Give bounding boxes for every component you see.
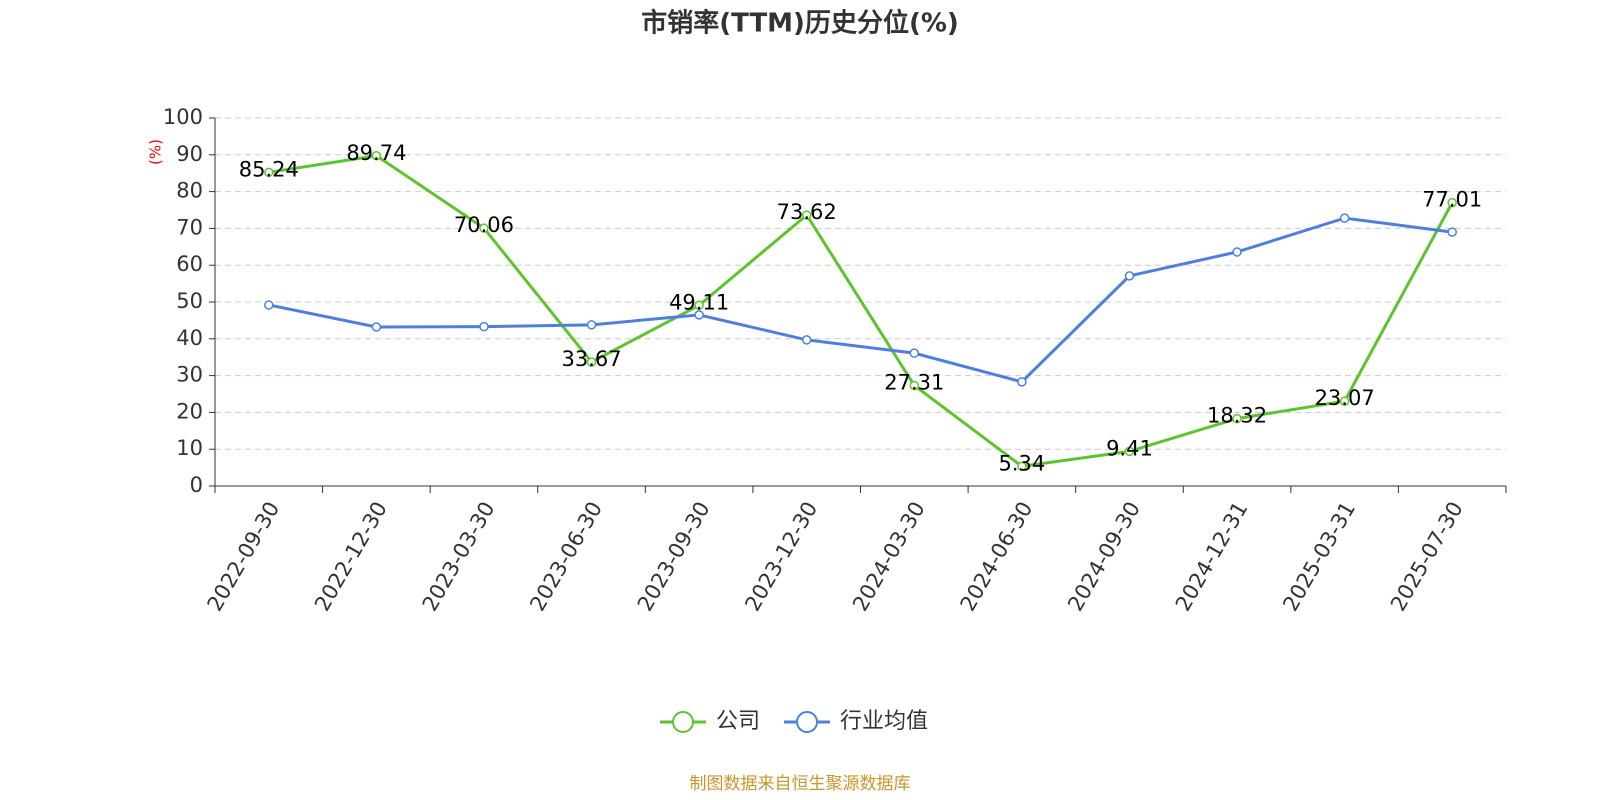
data-point bbox=[694, 300, 704, 311]
data-label: 89.74 bbox=[346, 141, 406, 165]
data-point bbox=[1232, 413, 1242, 424]
data-label: 9.41 bbox=[1106, 436, 1153, 460]
data-point bbox=[1017, 461, 1027, 472]
data-point bbox=[801, 335, 812, 345]
data-point bbox=[1339, 213, 1350, 223]
data-point bbox=[1447, 197, 1457, 208]
x-tick-label: 2025-07-30 bbox=[1386, 498, 1468, 616]
x-tick-label: 2023-03-30 bbox=[418, 498, 500, 616]
data-label: 27.31 bbox=[884, 370, 944, 394]
data-point bbox=[371, 322, 382, 332]
y-tick-label: 0 bbox=[190, 473, 203, 497]
data-point bbox=[694, 310, 704, 320]
series-line bbox=[268, 216, 1453, 384]
x-tick-label: 2025-03-31 bbox=[1278, 498, 1360, 616]
data-point bbox=[909, 380, 920, 391]
data-point bbox=[264, 300, 274, 310]
series-line bbox=[268, 154, 1454, 468]
data-point bbox=[371, 151, 382, 161]
data-label: 18.32 bbox=[1207, 404, 1267, 428]
y-tick-label: 20 bbox=[176, 399, 203, 423]
x-tick-label: 2023-06-30 bbox=[525, 498, 607, 616]
x-tick-label: 2023-12-30 bbox=[740, 498, 822, 616]
y-tick-label: 60 bbox=[176, 252, 203, 276]
data-label: 73.62 bbox=[777, 200, 837, 224]
data-point bbox=[586, 320, 597, 330]
legend-marker bbox=[672, 711, 694, 733]
source-note: 制图数据来自恒生聚源数据库 bbox=[690, 774, 911, 794]
data-label: 23.07 bbox=[1315, 386, 1375, 410]
data-label: 49.11 bbox=[669, 290, 729, 314]
data-point bbox=[479, 321, 489, 332]
y-tick-label: 80 bbox=[176, 179, 203, 203]
legend-label: 行业均值 bbox=[840, 709, 928, 734]
data-point bbox=[1124, 446, 1135, 457]
x-tick-label: 2024-06-30 bbox=[956, 498, 1038, 616]
data-label: 85.24 bbox=[239, 157, 299, 181]
x-tick-label: 2024-12-31 bbox=[1171, 498, 1253, 616]
y-tick-label: 100 bbox=[163, 105, 203, 129]
x-tick-label: 2023-09-30 bbox=[633, 498, 715, 616]
data-label: 33.67 bbox=[561, 347, 621, 371]
legend-marker bbox=[796, 711, 819, 733]
data-point bbox=[1017, 377, 1027, 387]
chart-title: 市销率(TTM)历史分位(%) bbox=[641, 8, 959, 39]
data-label: 77.01 bbox=[1422, 188, 1482, 212]
y-tick-label: 90 bbox=[176, 142, 203, 166]
y-tick-label: 30 bbox=[176, 363, 203, 387]
y-axis-label: (%) bbox=[147, 139, 165, 165]
data-label: 70.06 bbox=[454, 213, 514, 237]
y-tick-label: 10 bbox=[176, 436, 203, 460]
data-point bbox=[1447, 227, 1457, 237]
data-label: 5.34 bbox=[998, 451, 1045, 475]
x-tick-label: 2024-09-30 bbox=[1063, 498, 1145, 616]
data-point bbox=[801, 210, 812, 220]
x-tick-label: 2022-09-30 bbox=[203, 498, 285, 616]
legend-label: 公司 bbox=[716, 709, 760, 734]
y-tick-label: 50 bbox=[176, 289, 203, 313]
data-point bbox=[1339, 396, 1350, 406]
y-tick-label: 70 bbox=[176, 215, 203, 239]
data-point bbox=[264, 167, 274, 178]
data-point bbox=[1124, 271, 1135, 281]
x-tick-label: 2022-12-30 bbox=[310, 498, 392, 616]
x-tick-label: 2024-03-30 bbox=[848, 498, 930, 616]
y-tick-label: 40 bbox=[176, 326, 203, 350]
data-point bbox=[1232, 247, 1242, 257]
data-point bbox=[479, 223, 489, 233]
data-point bbox=[909, 348, 920, 358]
data-point bbox=[586, 357, 597, 367]
